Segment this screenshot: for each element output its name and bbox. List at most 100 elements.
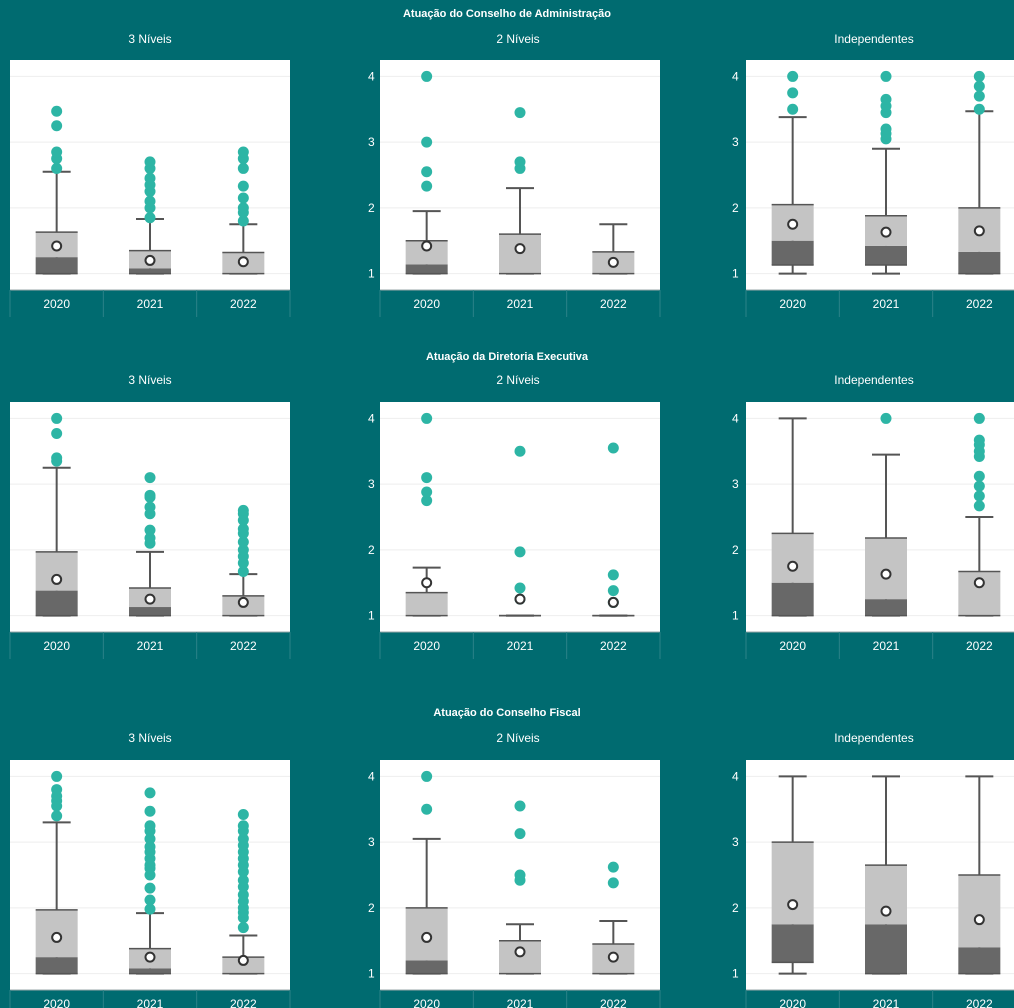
box-upper bbox=[865, 538, 907, 600]
outlier-point bbox=[144, 820, 156, 832]
category-label: 2020 bbox=[413, 997, 440, 1008]
box-lower bbox=[129, 968, 171, 974]
y-tick-label: 3 bbox=[732, 477, 739, 491]
mean-marker bbox=[787, 560, 799, 572]
outlier-point bbox=[607, 442, 619, 454]
outlier-point bbox=[514, 828, 526, 840]
outlier-point bbox=[973, 412, 985, 424]
category-label: 2020 bbox=[779, 639, 806, 653]
outlier-point bbox=[880, 93, 892, 105]
outlier-point bbox=[514, 546, 526, 558]
category-label: 2021 bbox=[137, 297, 164, 311]
outlier-point bbox=[237, 874, 249, 886]
outlier-point bbox=[607, 861, 619, 873]
mean-marker bbox=[514, 946, 526, 958]
outlier-point bbox=[144, 472, 156, 484]
mean-marker bbox=[607, 596, 619, 608]
outlier-point bbox=[237, 146, 249, 158]
y-tick-label: 2 bbox=[732, 543, 739, 557]
outlier-point bbox=[421, 412, 433, 424]
category-label: 2021 bbox=[507, 997, 534, 1008]
outlier-point bbox=[237, 162, 249, 174]
outlier-point bbox=[144, 172, 156, 184]
box-lower bbox=[35, 590, 78, 616]
box-lower bbox=[405, 264, 448, 274]
category-label: 2021 bbox=[137, 997, 164, 1008]
outlier-point bbox=[51, 105, 63, 117]
outlier-point bbox=[51, 162, 63, 174]
mean-marker bbox=[880, 226, 892, 238]
outlier-point bbox=[973, 80, 985, 92]
box-lower bbox=[771, 240, 814, 266]
y-tick-label: 2 bbox=[732, 201, 739, 215]
outlier-point bbox=[144, 156, 156, 168]
panel-title-independentes: Independentes bbox=[834, 32, 914, 46]
box-lower bbox=[865, 924, 907, 974]
box-upper bbox=[405, 592, 448, 616]
mean-marker bbox=[880, 905, 892, 917]
outlier-point bbox=[237, 202, 249, 214]
y-tick-label: 2 bbox=[732, 901, 739, 915]
outlier-point bbox=[237, 215, 249, 227]
mean-marker bbox=[880, 568, 892, 580]
outlier-point bbox=[237, 180, 249, 192]
outlier-point bbox=[421, 136, 433, 148]
outlier-point bbox=[51, 428, 63, 440]
mean-marker bbox=[51, 931, 63, 943]
outlier-point bbox=[51, 770, 63, 782]
outlier-point bbox=[144, 195, 156, 207]
y-tick-label: 3 bbox=[732, 135, 739, 149]
outlier-point bbox=[144, 894, 156, 906]
outlier-point bbox=[880, 123, 892, 135]
outlier-point bbox=[237, 889, 249, 901]
panel-title-2-niveis: 2 Níveis bbox=[496, 731, 540, 745]
y-tick-label: 1 bbox=[732, 609, 739, 623]
outlier-point bbox=[144, 532, 156, 544]
outlier-point bbox=[421, 495, 433, 507]
y-tick-label: 4 bbox=[368, 769, 375, 783]
category-label: 2021 bbox=[507, 297, 534, 311]
category-label: 2020 bbox=[413, 639, 440, 653]
y-tick-label: 4 bbox=[732, 769, 739, 783]
category-label: 2021 bbox=[873, 639, 900, 653]
mean-marker bbox=[607, 256, 619, 268]
outlier-point bbox=[787, 87, 799, 99]
y-tick-label: 3 bbox=[368, 477, 375, 491]
outlier-point bbox=[237, 192, 249, 204]
mean-marker bbox=[144, 593, 156, 605]
category-label: 2022 bbox=[230, 639, 257, 653]
outlier-point bbox=[237, 566, 249, 578]
box-upper bbox=[405, 240, 448, 265]
panel-title-2-niveis: 2 Níveis bbox=[496, 373, 540, 387]
outlier-point bbox=[421, 70, 433, 82]
outlier-point bbox=[514, 156, 526, 168]
panel-title-3-niveis: 3 Níveis bbox=[128, 373, 172, 387]
outlier-point bbox=[514, 800, 526, 812]
mean-marker bbox=[973, 225, 985, 237]
outlier-point bbox=[144, 903, 156, 915]
mean-marker bbox=[51, 573, 63, 585]
category-label: 2020 bbox=[413, 297, 440, 311]
panel-title-3-niveis: 3 Níveis bbox=[128, 32, 172, 46]
category-label: 2020 bbox=[779, 997, 806, 1008]
outlier-point bbox=[237, 536, 249, 548]
mean-marker bbox=[237, 256, 249, 268]
outlier-point bbox=[144, 833, 156, 845]
box-upper bbox=[958, 875, 1001, 948]
category-label: 2022 bbox=[966, 639, 993, 653]
mean-marker bbox=[514, 593, 526, 605]
outlier-point bbox=[144, 841, 156, 853]
panel-title-independentes: Independentes bbox=[834, 731, 914, 745]
outlier-point bbox=[421, 486, 433, 498]
outlier-point bbox=[514, 445, 526, 457]
outlier-point bbox=[607, 569, 619, 581]
outlier-point bbox=[607, 877, 619, 889]
category-label: 2021 bbox=[873, 297, 900, 311]
category-label: 2022 bbox=[600, 297, 627, 311]
category-label: 2022 bbox=[966, 297, 993, 311]
y-tick-label: 3 bbox=[368, 835, 375, 849]
category-label: 2021 bbox=[507, 639, 534, 653]
outlier-point bbox=[51, 452, 63, 464]
outlier-point bbox=[787, 70, 799, 82]
